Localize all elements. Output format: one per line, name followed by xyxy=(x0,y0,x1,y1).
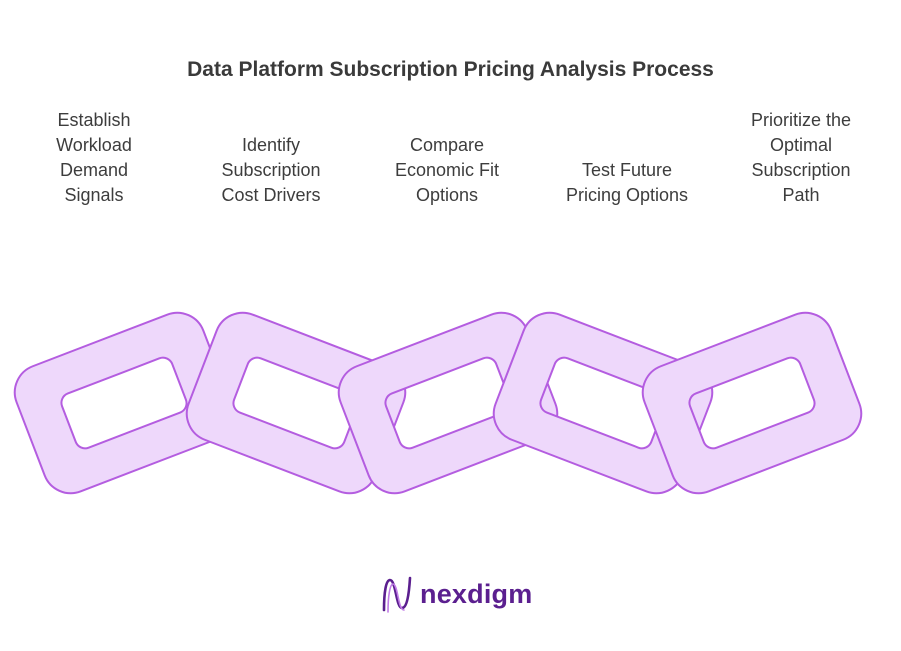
step-2-label: Identify Subscription Cost Drivers xyxy=(221,135,321,205)
chain-link-5 xyxy=(641,311,863,495)
step-4-label: Test Future Pricing Options xyxy=(565,160,689,205)
nexdigm-logo: nexdigm xyxy=(380,574,532,614)
chain-link-1 xyxy=(13,311,235,495)
page-title: Data Platform Subscription Pricing Analy… xyxy=(187,58,714,81)
brand-name: nexdigm xyxy=(420,578,533,609)
step-5-label: Prioritize the Optimal Subscription Path xyxy=(750,110,852,205)
nexdigm-wave-icon xyxy=(382,576,412,613)
step-3-label: Compare Economic Fit Options xyxy=(394,135,500,205)
step-1-label: Establish Workload Demand Signals xyxy=(56,110,132,205)
